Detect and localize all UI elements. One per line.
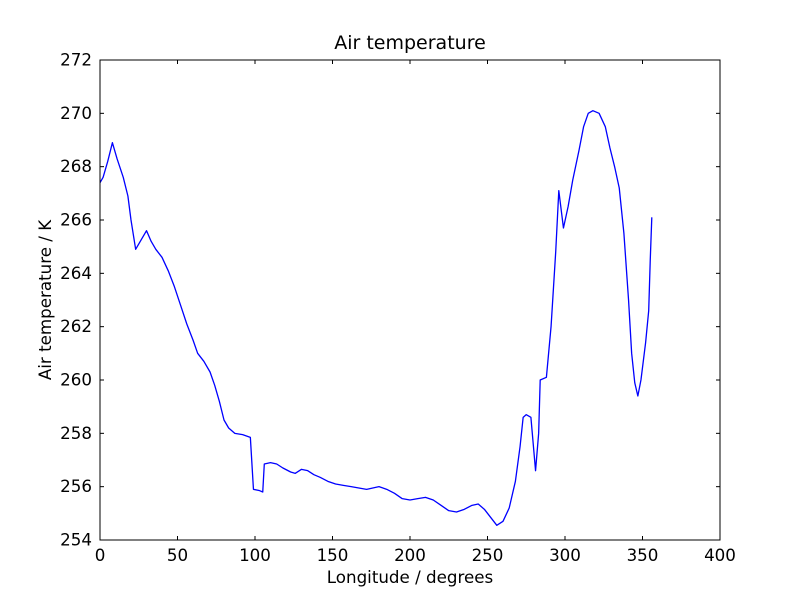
y-tick-label: 270 (60, 103, 92, 123)
plot-area (100, 60, 720, 540)
y-axis-label: Air temperature / K (35, 219, 55, 380)
y-tick-label: 272 (60, 50, 92, 70)
x-tick-label: 0 (95, 545, 106, 565)
x-tick-label: 150 (317, 545, 349, 565)
y-tick-label: 254 (60, 530, 92, 550)
y-tick-label: 264 (60, 263, 92, 283)
x-tick-label: 50 (167, 545, 188, 565)
y-tick-label: 256 (60, 476, 92, 496)
y-tick-label: 268 (60, 156, 92, 176)
plot-border (99, 59, 721, 541)
chart-title: Air temperature (334, 32, 486, 54)
x-tick-label: 300 (549, 545, 581, 565)
x-tick-label: 400 (704, 545, 736, 565)
y-tick-label: 266 (60, 210, 92, 230)
x-tick-label: 100 (239, 545, 271, 565)
x-axis-label: Longitude / degrees (327, 567, 493, 587)
x-tick-label: 250 (472, 545, 504, 565)
y-tick-label: 260 (60, 370, 92, 390)
y-tick-label: 258 (60, 423, 92, 443)
temperature-line (99, 110, 653, 526)
x-tick-label: 350 (627, 545, 659, 565)
x-tick-label: 200 (394, 545, 426, 565)
y-tick-label: 262 (60, 316, 92, 336)
